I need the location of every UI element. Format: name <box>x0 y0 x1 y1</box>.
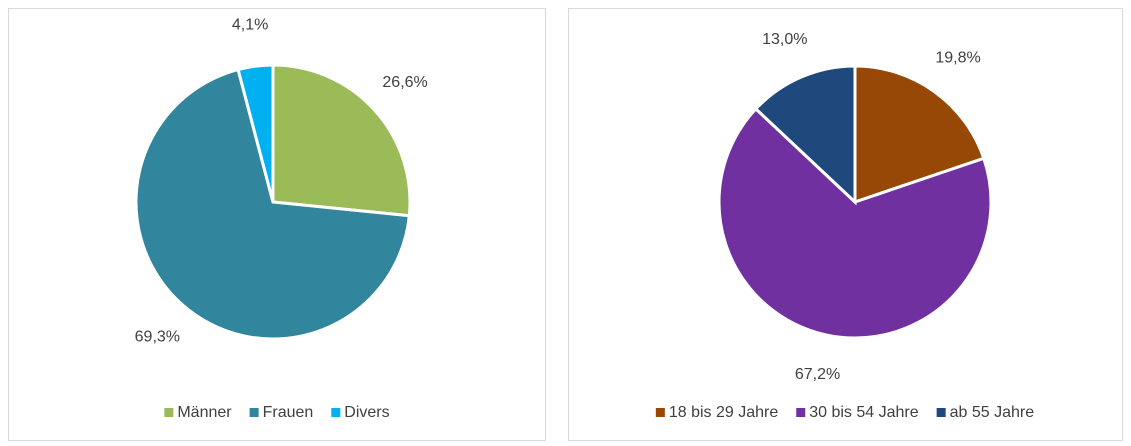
legend-marker <box>936 408 946 417</box>
legend-label: Männer <box>177 404 232 421</box>
legend-label: 18 bis 29 Jahre <box>669 404 779 421</box>
legend-label: Frauen <box>263 404 314 421</box>
legend-marker <box>796 408 806 417</box>
legend-label: 30 bis 54 Jahre <box>809 404 919 421</box>
legend-marker <box>331 408 341 417</box>
legend-marker <box>655 408 665 417</box>
data-label: 13,0% <box>762 31 807 48</box>
pie-slice <box>717 106 993 340</box>
data-label: 19,8% <box>935 50 980 67</box>
data-label: 69,3% <box>135 329 180 346</box>
pie-slice <box>236 63 275 203</box>
pie-slice <box>753 64 857 206</box>
legend-label: ab 55 Jahre <box>950 404 1035 421</box>
data-label: 4,1% <box>232 17 268 34</box>
pie-slice <box>271 63 412 218</box>
pie-slice <box>134 67 411 341</box>
legend-marker <box>164 408 174 417</box>
legend-marker <box>249 408 259 417</box>
data-label: 26,6% <box>382 74 427 91</box>
legend-label: Divers <box>344 404 389 421</box>
data-label: 67,2% <box>795 366 840 383</box>
